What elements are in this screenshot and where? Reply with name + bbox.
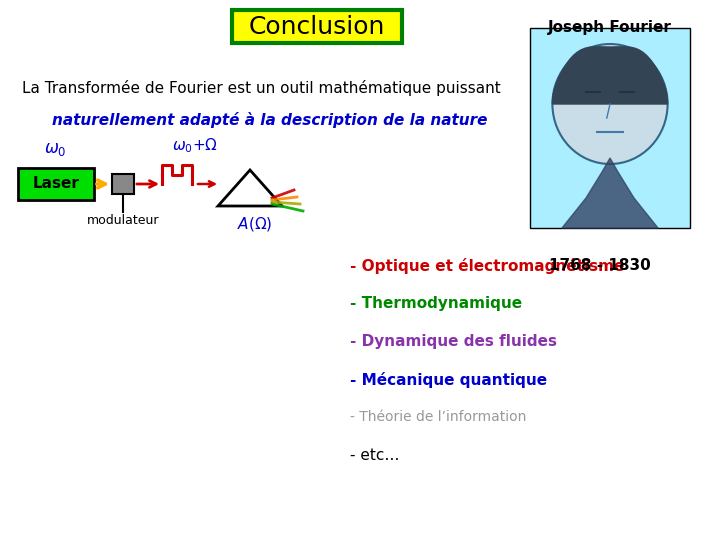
Polygon shape xyxy=(562,158,658,228)
Text: naturellement adapté à la description de la nature: naturellement adapté à la description de… xyxy=(53,112,487,128)
Text: - etc…: - etc… xyxy=(350,448,400,463)
Polygon shape xyxy=(552,47,667,104)
Polygon shape xyxy=(218,170,282,206)
Text: - Mécanique quantique: - Mécanique quantique xyxy=(350,372,547,388)
Text: - Théorie de l’information: - Théorie de l’information xyxy=(350,410,526,424)
Text: $\omega_0{+}\Omega$: $\omega_0{+}\Omega$ xyxy=(172,136,218,155)
Text: Laser: Laser xyxy=(32,177,79,192)
FancyBboxPatch shape xyxy=(232,10,402,43)
FancyBboxPatch shape xyxy=(18,168,94,200)
Text: - Dynamique des fluides: - Dynamique des fluides xyxy=(350,334,557,349)
Text: - Optique et électromagnétisme: - Optique et électromagnétisme xyxy=(350,258,624,274)
Text: La Transformée de Fourier est un outil mathématique puissant: La Transformée de Fourier est un outil m… xyxy=(22,80,500,96)
Text: Joseph Fourier: Joseph Fourier xyxy=(548,20,672,35)
Text: $A(\Omega)$: $A(\Omega)$ xyxy=(238,215,273,233)
Text: Conclusion: Conclusion xyxy=(249,15,385,38)
Text: modulateur: modulateur xyxy=(86,214,159,227)
Text: $\omega_0$: $\omega_0$ xyxy=(44,140,66,158)
FancyBboxPatch shape xyxy=(530,28,690,228)
Text: - Thermodynamique: - Thermodynamique xyxy=(350,296,522,311)
FancyBboxPatch shape xyxy=(112,174,134,194)
Text: 1768 - 1830: 1768 - 1830 xyxy=(549,258,651,273)
Ellipse shape xyxy=(552,44,667,164)
